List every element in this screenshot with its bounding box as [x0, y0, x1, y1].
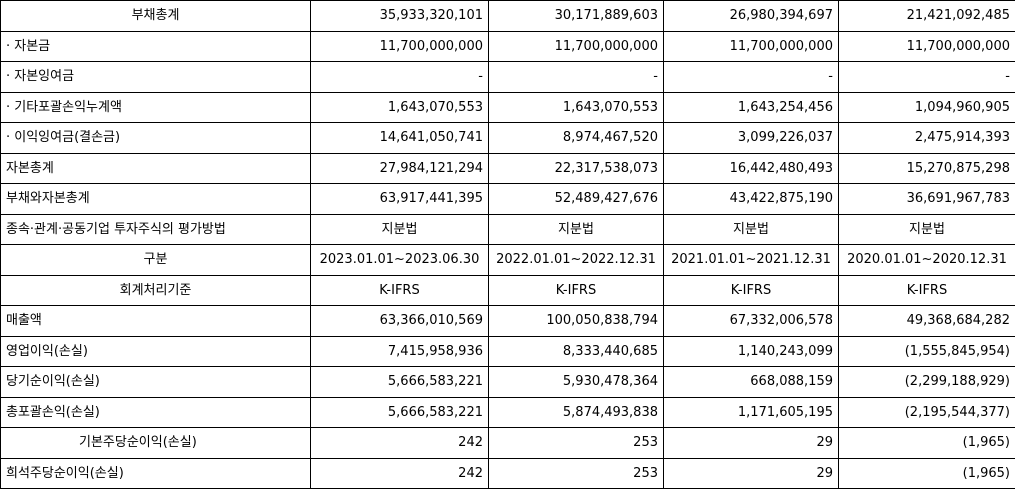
table-row: 부채총계 35,933,320,101 30,171,889,603 26,980,3… [0, 0, 1015, 32]
table-row: · 자본금 11,700,000,000 11,700,000,000 11,700,… [0, 30, 1015, 62]
table-cell: 5,666,583,221 [310, 366, 489, 398]
table-cell: 242 [310, 427, 489, 459]
table-cell: 49,368,684,282 [838, 305, 1015, 337]
row-label: 자본총계 [0, 152, 311, 184]
row-label: 기본주당순이익(손실) [0, 427, 311, 459]
row-label: · 기타포괄손익누계액 [0, 91, 311, 123]
table-cell: (2,195,544,377) [838, 396, 1015, 428]
table-cell: 3,099,226,037 [663, 122, 839, 154]
table-cell: (1,965) [838, 427, 1015, 459]
table-row: · 기타포괄손익누계액 1,643,070,553 1,643,070,553 1,6… [0, 91, 1015, 123]
table-cell: 52,489,427,676 [488, 183, 664, 215]
table-cell: K-IFRS [488, 274, 664, 306]
row-label: 회계처리기준 [0, 274, 311, 306]
table-cell: 253 [488, 427, 664, 459]
table-cell: 43,422,875,190 [663, 183, 839, 215]
table-cell: (1,555,845,954) [838, 335, 1015, 367]
table-cell: 5,874,493,838 [488, 396, 664, 428]
table-cell: 8,333,440,685 [488, 335, 664, 367]
table-cell: 1,171,605,195 [663, 396, 839, 428]
table-cell: 11,700,000,000 [663, 30, 839, 62]
table-cell: 지분법 [310, 213, 489, 245]
table-cell: 242 [310, 457, 489, 489]
table-row: · 자본잉여금 - - - - [0, 61, 1015, 93]
table-cell: 2021.01.01~2021.12.31 [663, 244, 839, 276]
table-cell: 5,666,583,221 [310, 396, 489, 428]
table-cell: 21,421,092,485 [838, 0, 1015, 32]
row-label: · 이익잉여금(결손금) [0, 122, 311, 154]
table-cell: 지분법 [488, 213, 664, 245]
table-cell: 14,641,050,741 [310, 122, 489, 154]
row-label: · 자본잉여금 [0, 61, 311, 93]
table-cell: 29 [663, 457, 839, 489]
row-label: 종속·관계·공동기업 투자주식의 평가방법 [0, 213, 311, 245]
row-label: 매출액 [0, 305, 311, 337]
table-cell: 668,088,159 [663, 366, 839, 398]
table-row: 자본총계 27,984,121,294 22,317,538,073 16,442,4… [0, 152, 1015, 184]
table-cell: K-IFRS [310, 274, 489, 306]
table-cell: 2,475,914,393 [838, 122, 1015, 154]
table-cell: 11,700,000,000 [310, 30, 489, 62]
table-cell: 67,332,006,578 [663, 305, 839, 337]
table-cell: 7,415,958,936 [310, 335, 489, 367]
table-row: 회계처리기준 K-IFRS K-IFRS K-IFRS K-IFRS [0, 274, 1015, 306]
table-cell: - [663, 61, 839, 93]
row-label: 영업이익(손실) [0, 335, 311, 367]
table-row: 구분 2023.01.01~2023.06.30 2022.01.01~2022.1… [0, 244, 1015, 276]
table-cell: 지분법 [663, 213, 839, 245]
table-cell: K-IFRS [663, 274, 839, 306]
row-label: 구분 [0, 244, 311, 276]
table-cell: 지분법 [838, 213, 1015, 245]
table-cell: 100,050,838,794 [488, 305, 664, 337]
table-cell: 15,270,875,298 [838, 152, 1015, 184]
table-row: 기본주당순이익(손실) 242 253 29 (1,965) [0, 427, 1015, 459]
table-row: 영업이익(손실) 7,415,958,936 8,333,440,685 1,140,… [0, 335, 1015, 367]
table-cell: 22,317,538,073 [488, 152, 664, 184]
table-cell: 1,094,960,905 [838, 91, 1015, 123]
table-cell: (2,299,188,929) [838, 366, 1015, 398]
table-row: 희석주당순이익(손실) 242 253 29 (1,965) [0, 457, 1015, 489]
table-cell: 8,974,467,520 [488, 122, 664, 154]
table-row: · 이익잉여금(결손금) 14,641,050,741 8,974,467,520 3… [0, 122, 1015, 154]
table-cell: 2022.01.01~2022.12.31 [488, 244, 664, 276]
table-cell: 1,643,070,553 [310, 91, 489, 123]
table-cell: 29 [663, 427, 839, 459]
table-cell: - [488, 61, 664, 93]
row-label: 희석주당순이익(손실) [0, 457, 311, 489]
table-cell: 63,917,441,395 [310, 183, 489, 215]
table-cell: 1,643,070,553 [488, 91, 664, 123]
table-cell: 63,366,010,569 [310, 305, 489, 337]
table-cell: 27,984,121,294 [310, 152, 489, 184]
table-row: 부채와자본총계 63,917,441,395 52,489,427,676 43,42… [0, 183, 1015, 215]
table-cell: 5,930,478,364 [488, 366, 664, 398]
row-label: 부채와자본총계 [0, 183, 311, 215]
table-row: 매출액 63,366,010,569 100,050,838,794 67,332,0… [0, 305, 1015, 337]
table-cell: 1,643,254,456 [663, 91, 839, 123]
row-label: · 자본금 [0, 30, 311, 62]
table-row: 총포괄손익(손실) 5,666,583,221 5,874,493,838 1,171… [0, 396, 1015, 428]
table-cell: 30,171,889,603 [488, 0, 664, 32]
table-cell: 2020.01.01~2020.12.31 [838, 244, 1015, 276]
table-cell: 11,700,000,000 [488, 30, 664, 62]
table-row: 당기순이익(손실) 5,666,583,221 5,930,478,364 668,0… [0, 366, 1015, 398]
table-cell: 11,700,000,000 [838, 30, 1015, 62]
row-label: 총포괄손익(손실) [0, 396, 311, 428]
table-cell: 16,442,480,493 [663, 152, 839, 184]
row-label: 부채총계 [0, 0, 311, 32]
table-cell: - [838, 61, 1015, 93]
table-row: 종속·관계·공동기업 투자주식의 평가방법 지분법 지분법 지분법 지분법 [0, 213, 1015, 245]
table-cell: 1,140,243,099 [663, 335, 839, 367]
table-cell: - [310, 61, 489, 93]
table-cell: K-IFRS [838, 274, 1015, 306]
table-cell: 26,980,394,697 [663, 0, 839, 32]
table-cell: 2023.01.01~2023.06.30 [310, 244, 489, 276]
table-cell: 35,933,320,101 [310, 0, 489, 32]
table-cell: 36,691,967,783 [838, 183, 1015, 215]
row-label: 당기순이익(손실) [0, 366, 311, 398]
table-cell: 253 [488, 457, 664, 489]
table-cell: (1,965) [838, 457, 1015, 489]
